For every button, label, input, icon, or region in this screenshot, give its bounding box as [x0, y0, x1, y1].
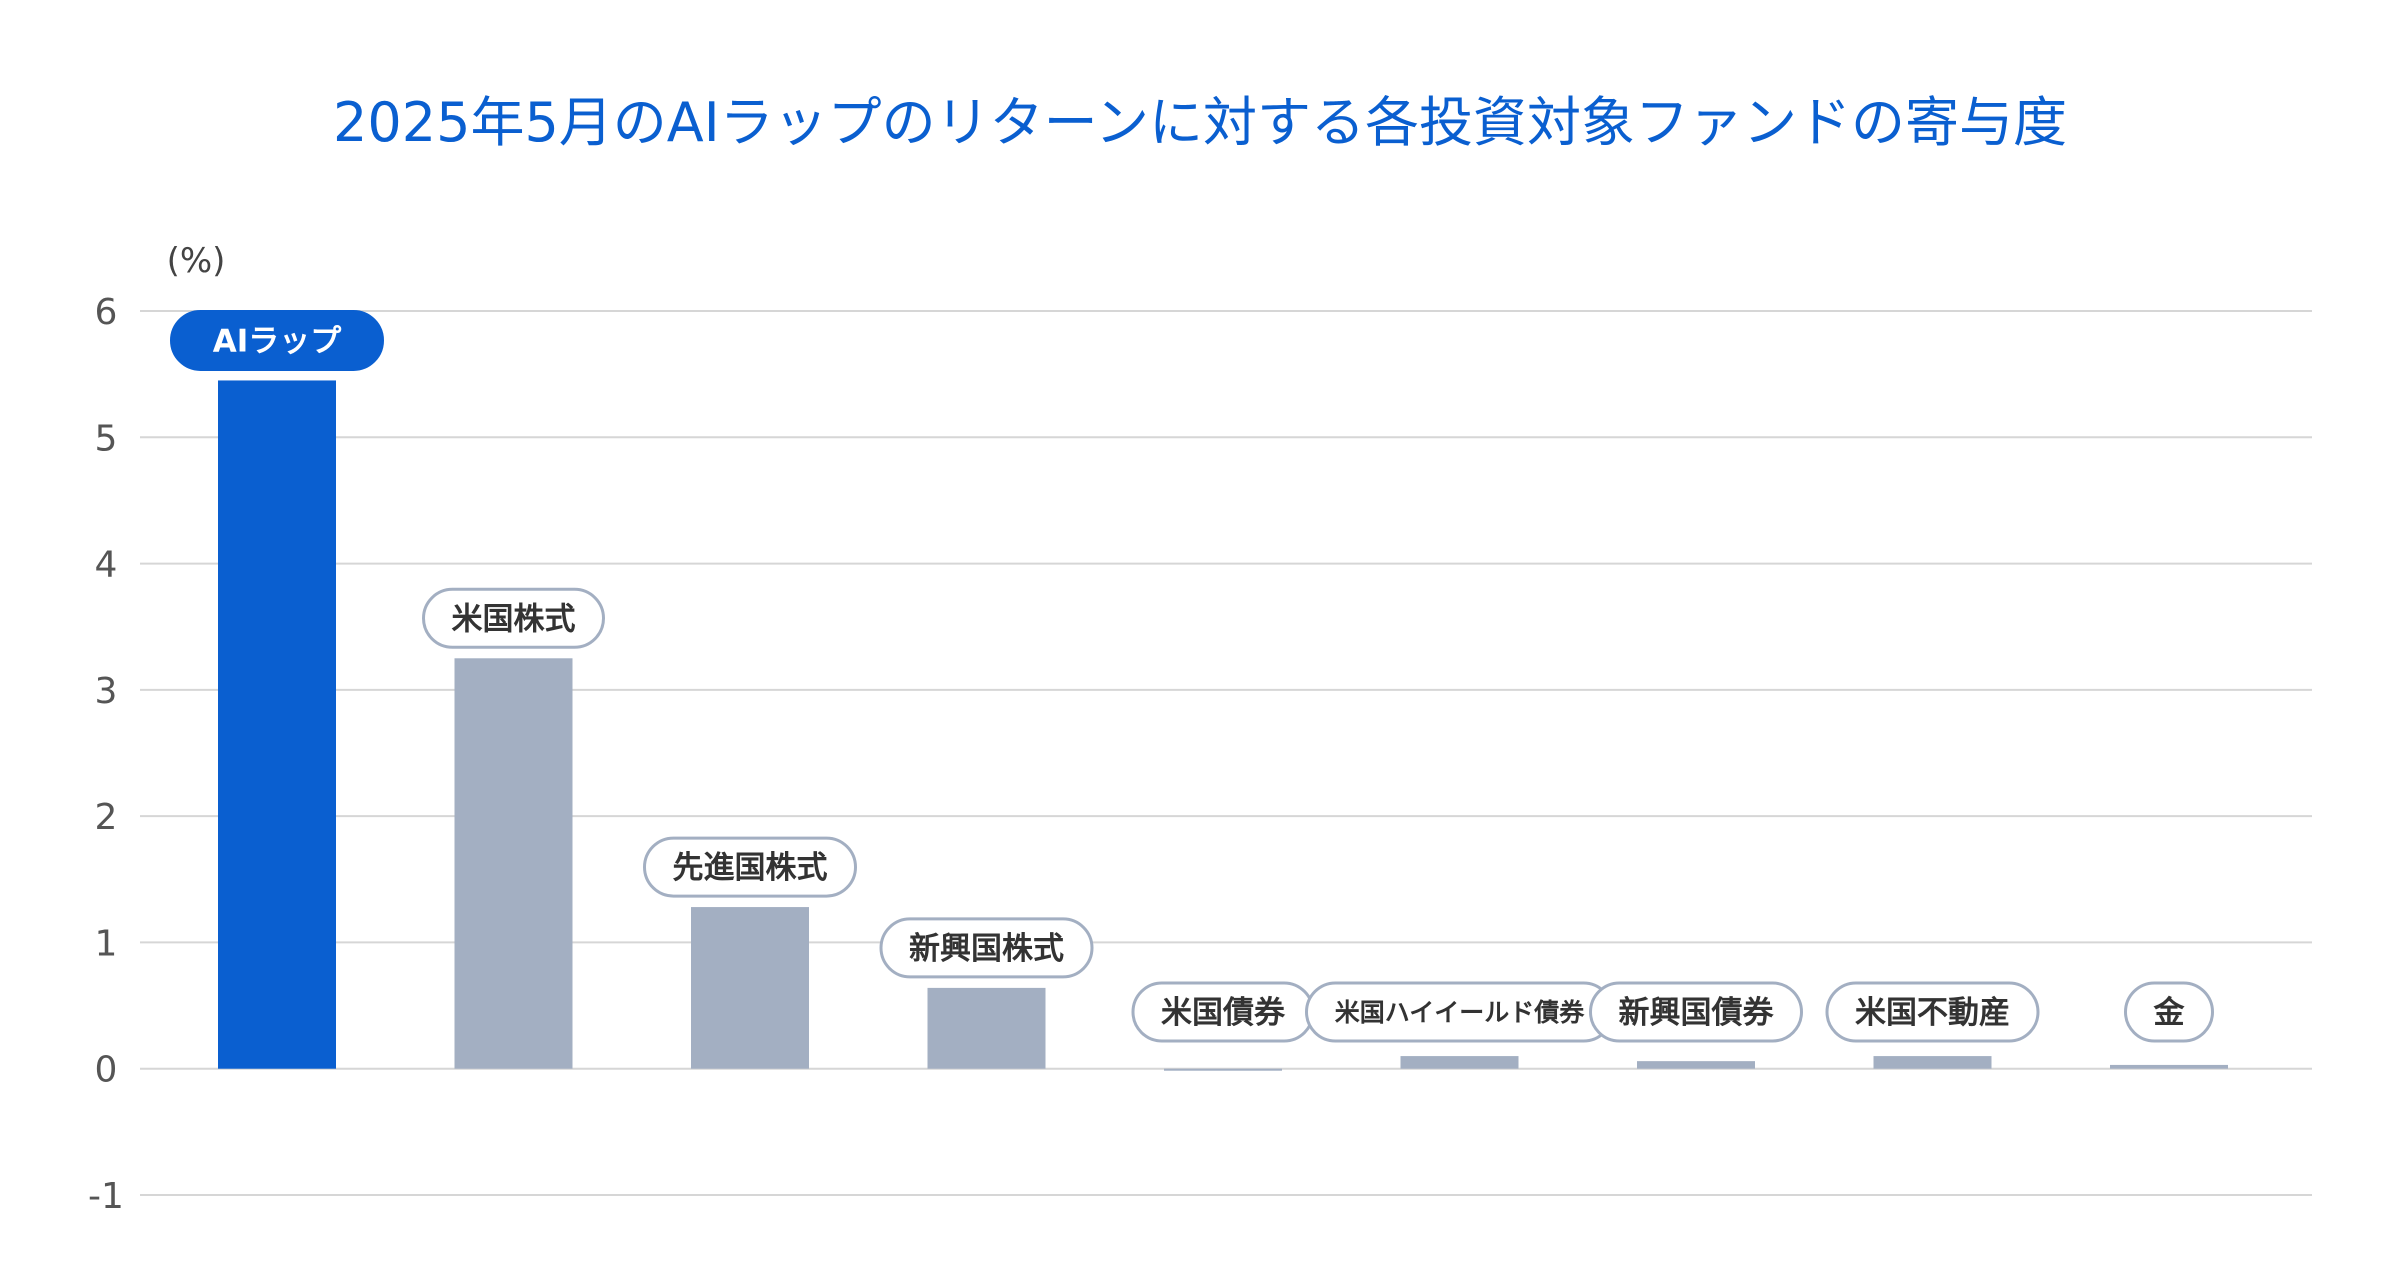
- category-label-text: 新興国債券: [1619, 995, 1775, 1031]
- bar: [1400, 1056, 1519, 1069]
- bars: [218, 380, 2228, 1071]
- category-label-text: AIラップ: [213, 324, 343, 360]
- category-label: 米国株式: [422, 587, 605, 649]
- category-label-text: 先進国株式: [673, 850, 828, 886]
- y-tick-label: 1: [95, 923, 118, 964]
- y-axis-unit-label: (%): [167, 241, 226, 281]
- category-label-pill: [2124, 981, 2214, 1043]
- category-label-pill: [422, 587, 605, 649]
- y-axis-ticks: -1 0 1 2 3 4 5 6: [88, 292, 124, 1217]
- category-label-text: 米国債券: [1161, 995, 1286, 1031]
- category-label-pill: [1825, 981, 2040, 1043]
- category-label: 米国債券: [1131, 981, 1315, 1043]
- y-tick-label: 3: [95, 671, 118, 712]
- bar: [691, 907, 809, 1069]
- category-label-text: 米国ハイイールド債券: [1335, 998, 1586, 1027]
- y-tick-label: -1: [88, 1176, 124, 1217]
- category-label: 金: [2124, 981, 2214, 1043]
- category-label-pill: [1589, 981, 1803, 1043]
- bar: [1873, 1056, 1992, 1069]
- bar: [1164, 1068, 1282, 1071]
- y-tick-label: 5: [95, 418, 118, 459]
- category-label-pill: [170, 309, 384, 371]
- y-tick-label: 4: [95, 545, 118, 586]
- category-label-pill: [643, 836, 857, 898]
- y-tick-label: 2: [95, 797, 118, 838]
- category-label: 米国不動産: [1825, 981, 2040, 1043]
- category-label: AIラップ: [170, 309, 384, 371]
- bar: [218, 380, 336, 1069]
- category-label-text: 金: [2153, 995, 2186, 1031]
- category-label: 新興国債券: [1589, 981, 1803, 1043]
- bar: [454, 658, 573, 1069]
- bar: [927, 987, 1046, 1069]
- chart-title: 2025年5月のAIラップのリターンに対する各投資対象ファンドの寄与度: [333, 91, 2067, 154]
- bar: [2110, 1064, 2228, 1069]
- y-tick-label: 6: [95, 292, 118, 333]
- category-label: 先進国株式: [643, 836, 857, 898]
- category-label: 新興国株式: [879, 917, 1094, 979]
- category-label-text: 米国不動産: [1855, 995, 2010, 1031]
- category-label-text: 新興国株式: [909, 931, 1064, 967]
- category-label-text: 米国株式: [452, 601, 576, 637]
- bar: [1637, 1061, 1755, 1069]
- category-label: 米国ハイイールド債券: [1305, 981, 1614, 1043]
- y-tick-label: 0: [95, 1050, 118, 1091]
- category-label-pill: [879, 917, 1094, 979]
